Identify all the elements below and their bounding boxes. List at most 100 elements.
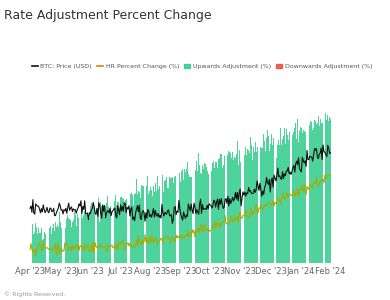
- Bar: [299, 131, 300, 263]
- Legend: BTC: Price (USD), HR Percent Change (%), Upwards Adjustment (%), Downwards Adjus: BTC: Price (USD), HR Percent Change (%),…: [29, 61, 375, 72]
- Bar: [34, 233, 35, 263]
- Bar: [211, 171, 212, 263]
- Bar: [286, 129, 287, 263]
- Bar: [188, 175, 189, 263]
- Bar: [59, 212, 60, 263]
- Bar: [116, 205, 117, 263]
- Bar: [240, 163, 241, 263]
- Bar: [181, 171, 182, 263]
- Bar: [183, 180, 184, 263]
- Bar: [327, 116, 328, 263]
- Bar: [51, 234, 52, 263]
- Bar: [124, 206, 125, 263]
- Bar: [139, 192, 140, 263]
- Bar: [164, 181, 165, 263]
- Bar: [98, 198, 99, 263]
- Bar: [317, 123, 318, 263]
- Bar: [288, 140, 289, 263]
- Bar: [221, 154, 222, 263]
- Bar: [75, 214, 76, 263]
- Bar: [165, 180, 166, 263]
- Bar: [56, 227, 57, 263]
- Bar: [208, 174, 209, 263]
- Bar: [213, 161, 214, 263]
- Bar: [83, 215, 84, 263]
- Bar: [293, 132, 294, 263]
- Bar: [120, 197, 121, 263]
- Bar: [36, 227, 37, 263]
- Bar: [43, 239, 44, 263]
- Bar: [148, 194, 149, 263]
- Bar: [118, 202, 119, 263]
- Bar: [134, 194, 135, 263]
- Bar: [142, 187, 143, 263]
- Bar: [143, 186, 144, 263]
- Bar: [264, 141, 265, 263]
- Bar: [304, 131, 305, 263]
- Bar: [135, 193, 136, 263]
- Bar: [163, 192, 164, 263]
- Bar: [204, 163, 205, 263]
- Bar: [251, 145, 252, 263]
- Bar: [222, 168, 223, 263]
- Bar: [149, 191, 150, 263]
- Bar: [233, 160, 234, 263]
- Bar: [85, 207, 86, 263]
- Bar: [328, 121, 329, 263]
- Bar: [117, 202, 118, 263]
- Bar: [230, 153, 231, 263]
- Bar: [281, 146, 282, 263]
- Bar: [258, 143, 259, 263]
- Bar: [173, 183, 174, 263]
- Bar: [203, 169, 204, 263]
- Bar: [236, 154, 237, 263]
- Bar: [218, 159, 219, 263]
- Bar: [169, 177, 170, 263]
- Bar: [229, 152, 230, 263]
- Bar: [296, 139, 297, 263]
- Bar: [219, 158, 220, 263]
- Bar: [184, 169, 185, 263]
- Bar: [92, 210, 93, 263]
- Bar: [41, 228, 42, 263]
- Bar: [152, 196, 153, 263]
- Bar: [37, 234, 38, 263]
- Bar: [329, 117, 330, 263]
- Bar: [91, 202, 92, 263]
- Bar: [256, 152, 257, 263]
- Bar: [111, 197, 112, 263]
- Bar: [48, 218, 49, 263]
- Bar: [253, 147, 254, 263]
- Bar: [246, 155, 247, 263]
- Bar: [269, 151, 270, 263]
- Bar: [282, 140, 283, 263]
- Bar: [245, 147, 246, 263]
- Bar: [249, 153, 250, 263]
- Bar: [123, 200, 124, 263]
- Bar: [35, 223, 36, 263]
- Bar: [220, 154, 221, 263]
- Bar: [86, 215, 87, 263]
- Bar: [115, 195, 116, 263]
- Bar: [161, 182, 162, 263]
- Bar: [87, 213, 88, 263]
- Bar: [186, 169, 187, 263]
- Bar: [265, 151, 266, 263]
- Bar: [122, 198, 123, 263]
- Bar: [121, 197, 122, 263]
- Bar: [103, 205, 104, 263]
- Bar: [104, 217, 105, 263]
- Bar: [216, 162, 217, 263]
- Bar: [200, 173, 201, 263]
- Bar: [287, 135, 288, 263]
- Bar: [298, 142, 299, 263]
- Bar: [95, 213, 96, 263]
- Bar: [292, 135, 293, 263]
- Bar: [136, 179, 137, 263]
- Bar: [172, 177, 173, 263]
- Bar: [248, 150, 249, 263]
- Bar: [138, 190, 139, 263]
- Text: Rate Adjustment Percent Change: Rate Adjustment Percent Change: [4, 9, 211, 22]
- Bar: [306, 123, 307, 263]
- Bar: [32, 224, 33, 263]
